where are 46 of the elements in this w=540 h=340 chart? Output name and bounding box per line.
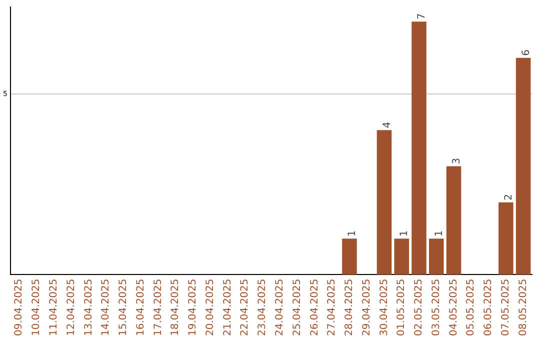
x-tick-label: 08.05.2025	[518, 278, 529, 336]
data-label: 1	[347, 230, 358, 237]
x-tick-label: 12.04.2025	[66, 278, 77, 336]
x-tick-label: 28.04.2025	[344, 278, 356, 336]
x-tick-label: 07.05.2025	[500, 278, 512, 336]
x-tick-label: 03.05.2025	[430, 278, 442, 336]
x-tick-label: 02.05.2025	[414, 278, 425, 336]
x-tick-label: 10.04.2025	[31, 278, 42, 336]
x-tick-label: 13.04.2025	[83, 278, 94, 336]
bar	[428, 238, 444, 275]
x-tick-label: 09.04.2025	[14, 278, 25, 336]
data-label: 2	[504, 194, 515, 200]
x-tick-label: 22.04.2025	[240, 278, 251, 336]
x-tick-label: 26.04.2025	[309, 278, 320, 336]
x-tick-label: 21.04.2025	[222, 278, 234, 336]
x-tick-label: 01.05.2025	[396, 278, 408, 336]
x-tick-label: 18.04.2025	[170, 278, 182, 336]
data-label: 4	[382, 122, 393, 128]
x-tick-label: 24.04.2025	[274, 278, 286, 336]
x-tick-label: 20.04.2025	[204, 278, 216, 336]
x-tick-label: 04.05.2025	[448, 278, 460, 336]
data-label: 3	[451, 158, 462, 164]
x-tick-label: 30.04.2025	[378, 278, 390, 336]
x-tick-label: 11.04.2025	[48, 278, 60, 336]
x-tick-label: 05.05.2025	[466, 278, 477, 336]
data-label: 1	[399, 230, 410, 237]
x-tick-label: 29.04.2025	[361, 278, 372, 336]
x-tick-label: 06.05.2025	[483, 278, 494, 336]
bar	[446, 166, 462, 275]
x-tick-label: 14.04.2025	[100, 278, 112, 336]
x-tick-label: 19.04.2025	[188, 278, 199, 336]
bar	[516, 58, 531, 275]
x-tick-label: 23.04.2025	[257, 278, 268, 336]
bar	[342, 238, 357, 275]
data-label: 6	[520, 49, 532, 56]
x-tick-label: 15.04.2025	[118, 278, 130, 336]
bar	[412, 22, 426, 275]
bar	[498, 202, 514, 275]
data-label: 7	[416, 13, 428, 20]
x-tick-label: 27.04.2025	[326, 278, 338, 336]
data-label: 1	[434, 230, 445, 237]
bar	[376, 130, 392, 275]
x-tick-label: 17.04.2025	[152, 278, 164, 336]
x-tick-label: 25.04.2025	[292, 278, 303, 336]
bar	[394, 238, 409, 275]
x-tick-label: 16.04.2025	[135, 278, 146, 336]
